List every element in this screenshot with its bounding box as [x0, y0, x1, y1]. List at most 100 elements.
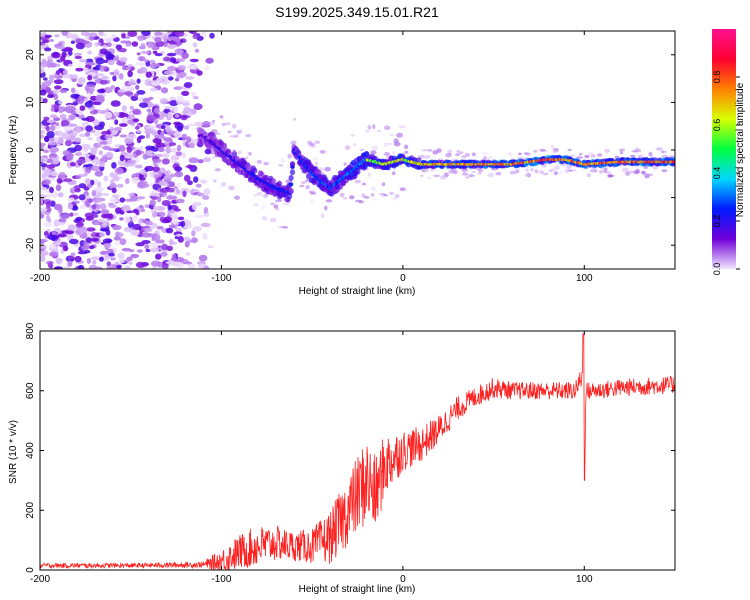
heatmap-cell	[67, 123, 78, 127]
heatmap-cell	[404, 150, 409, 154]
heatmap-cell	[186, 64, 196, 70]
heatmap-cell	[158, 211, 166, 216]
heatmap-cell	[349, 195, 355, 200]
heatmap-cell	[202, 157, 212, 163]
heatmap-cell	[40, 69, 45, 73]
heatmap-cell	[40, 250, 49, 256]
heatmap-cell	[354, 179, 361, 184]
heatmap-cell	[204, 65, 210, 71]
heatmap-cell	[172, 218, 179, 225]
heatmap-cell	[119, 238, 127, 246]
heatmap-cell	[117, 183, 124, 188]
heatmap-cell	[88, 245, 95, 250]
heatmap-cell	[67, 256, 76, 260]
heatmap-cell	[362, 182, 366, 186]
heatmap-cell	[372, 124, 376, 129]
heatmap-cell	[55, 63, 61, 67]
heatmap-cell	[170, 147, 180, 153]
heatmap-cell	[68, 115, 75, 121]
heatmap-cell	[370, 186, 376, 192]
heatmap-cell	[182, 102, 190, 107]
heatmap-cell	[177, 216, 185, 221]
heatmap-cell	[43, 230, 49, 237]
heatmap-cell	[51, 231, 57, 235]
heatmap-cell	[163, 171, 169, 175]
colorbar-tick-label: 0.0	[712, 263, 722, 276]
heatmap-cell	[93, 131, 102, 136]
heatmap-cell	[380, 193, 384, 198]
heatmap-cell	[96, 188, 103, 193]
heatmap-cell	[392, 197, 397, 201]
heatmap-cell	[145, 145, 155, 151]
heatmap-cell	[117, 89, 127, 93]
heatmap-cell	[525, 168, 529, 173]
heatmap-cell	[627, 170, 635, 174]
heatmap-cell	[125, 43, 130, 47]
heatmap-cell	[280, 158, 285, 163]
heatmap-cell	[371, 145, 379, 150]
heatmap-cell	[458, 151, 464, 155]
heatmap-cell	[648, 151, 653, 157]
heatmap-cell	[152, 158, 162, 163]
heatmap-cell	[149, 59, 156, 64]
heatmap-cell	[195, 183, 202, 188]
heatmap-cell	[106, 261, 112, 267]
heatmap-cell	[103, 87, 113, 94]
heatmap-cell	[139, 66, 148, 74]
heatmap-cell	[309, 192, 317, 195]
heatmap-cell	[192, 226, 202, 232]
heatmap-cell	[58, 100, 63, 105]
heatmap-cell	[194, 214, 204, 218]
heatmap-cell	[132, 223, 142, 231]
heatmap-cell	[165, 145, 170, 149]
snr-ticks: -200 -100 0 100 0 200 400 600 800	[25, 322, 675, 585]
heatmap-cell	[111, 162, 117, 169]
heatmap-cell	[566, 164, 572, 169]
heatmap-cell	[158, 239, 165, 244]
heatmap-cell	[301, 181, 306, 185]
heatmap-cell	[86, 258, 92, 264]
heatmap-cell	[82, 40, 90, 44]
heatmap-cell	[171, 261, 181, 267]
heatmap-cell	[186, 123, 195, 127]
heatmap-cell	[367, 172, 371, 177]
heatmap-cell	[173, 86, 183, 91]
heatmap-cell	[75, 175, 82, 180]
heatmap-cell	[119, 217, 124, 221]
heatmap-cell	[518, 152, 522, 156]
heatmap-cell	[142, 97, 151, 103]
heatmap-cell	[202, 233, 208, 240]
heatmap-cell	[79, 105, 86, 111]
heatmap-cell	[95, 94, 105, 101]
heatmap-cell	[214, 168, 221, 172]
heatmap-cell	[187, 180, 193, 186]
heatmap-cell	[160, 251, 168, 257]
snr-xtick-label: -100	[211, 574, 231, 585]
heatmap-ylabel: Frequency (Hz)	[8, 116, 19, 185]
heatmap-cell	[355, 168, 361, 175]
heatmap-cell	[123, 162, 130, 168]
heatmap-cell	[145, 128, 155, 135]
heatmap-cell	[125, 178, 130, 185]
heatmap-cell	[173, 132, 183, 138]
heatmap-cell	[200, 179, 208, 184]
heatmap-cell	[99, 232, 105, 238]
heatmap-cell	[271, 178, 277, 185]
heatmap-cell	[68, 50, 73, 56]
heatmap-cell	[465, 176, 470, 179]
heatmap-cell	[370, 150, 377, 155]
heatmap-cell	[118, 145, 126, 152]
heatmap-cell	[383, 142, 388, 147]
heatmap-cell	[60, 55, 66, 62]
heatmap-cell	[55, 70, 61, 75]
heatmap-cell	[471, 171, 476, 173]
heatmap-cell	[515, 169, 520, 174]
heatmap-cell	[672, 160, 675, 164]
heatmap-cell	[79, 204, 87, 210]
heatmap-cell	[47, 234, 56, 240]
heatmap-cell	[290, 140, 297, 146]
heatmap-cell	[160, 87, 169, 94]
heatmap-cell	[107, 59, 115, 66]
heatmap-cell	[443, 172, 449, 178]
